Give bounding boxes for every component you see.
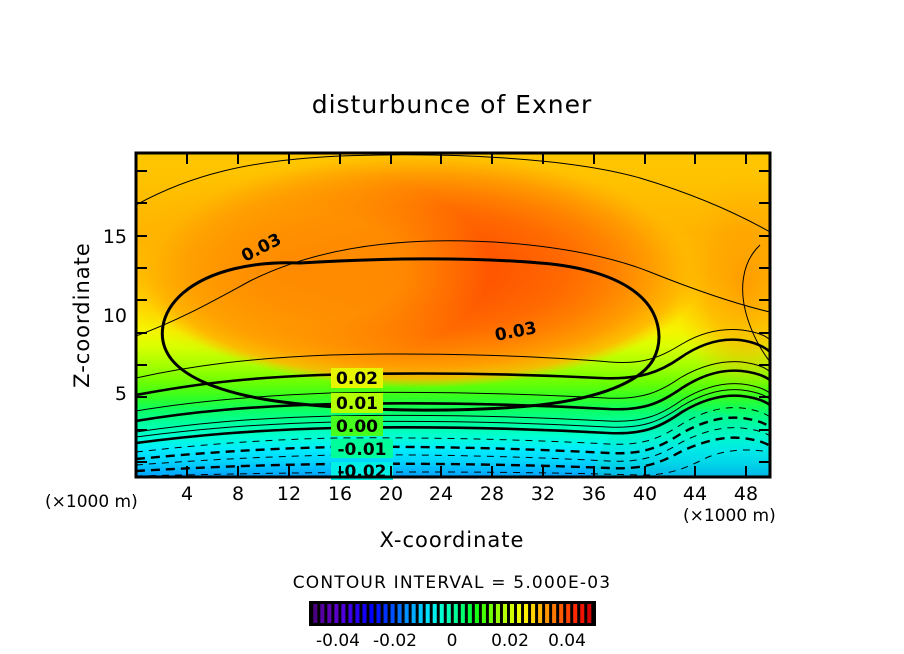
x-tick-label-32: 32 [531,483,555,505]
contour-line-0.00 [136,394,770,445]
colorbar-segment [502,604,508,623]
colorbar-segment [432,604,437,623]
colorbar-segment [341,604,346,623]
colorbar-segment [362,604,367,623]
colorbar-segment [552,604,557,623]
x-axis-title: X-coordinate [380,528,525,552]
colorbar-segment [369,604,374,623]
colorbar-segment [559,604,564,623]
colorbar-segment [531,604,536,623]
colorbar-segment [545,604,550,623]
x-tick-label-8: 8 [232,483,244,505]
contour-line-right-lobe [742,244,770,363]
contour-label--0.01: -0.01 [338,440,387,460]
y-tick-label-15: 15 [103,226,127,248]
colorbar-segment [376,604,381,623]
colorbar-segment [397,604,402,623]
x-axis-units-left: (×1000 m) [45,492,138,512]
colorbar-tick-labels: -0.04 -0.02 0 0.02 0.04 [316,631,586,651]
x-axis-units-right: (×1000 m) [683,506,776,526]
y-tick-label-5: 5 [115,383,127,405]
chart-title: disturbunce of Exner [312,90,593,119]
colorbar-segment [495,604,500,623]
colorbar-segment [327,604,332,623]
colorbar-segment [390,604,395,623]
colorbar-segment [587,604,592,623]
y-axis-ticks-right [759,170,770,463]
colorbar-segment [488,604,493,623]
colorbar-segments [313,604,592,623]
colorbar-segment [509,604,515,623]
contour-field [136,153,770,477]
colorbar-segment [460,604,465,623]
colorbar-tick-0: 0 [447,631,458,651]
colorbar-segment [348,604,353,623]
colorbar-tick-0.02: 0.02 [491,631,529,651]
colorbar-tick-0.04: 0.04 [548,631,586,651]
colorbar-segment [516,604,522,623]
x-tick-label-36: 36 [582,483,606,505]
x-tick-label-24: 24 [429,483,453,505]
colorbar-segment [474,604,479,623]
colorbar-segment [411,604,416,623]
colorbar-segment [313,604,318,623]
x-tick-label-48: 48 [734,483,758,505]
colorbar-segment [404,604,409,623]
contour-line-0.01 [136,369,770,423]
plot-frame [134,151,772,479]
contour-line-0.0075 [136,383,770,433]
colorbar-segment [439,604,444,623]
contour-interval-text: CONTOUR INTERVAL = 5.000E-03 [293,573,612,593]
contour-line-0.005 [136,389,770,438]
contour-label-0.01: 0.01 [336,394,378,414]
contour-line-0.02 [136,338,770,397]
x-axis-ticks-bottom [186,466,747,477]
x-tick-label-16: 16 [328,483,352,505]
x-tick-label-20: 20 [379,483,403,505]
x-tick-label-28: 28 [480,483,504,505]
contour-labels: 0.03 0.03 0.02 0.01 0.00 -0.01 -0.02 [238,230,538,482]
contour-lines [136,154,770,477]
y-tick-label-10: 10 [103,305,127,327]
contour-label-0.00: 0.00 [336,417,378,437]
contour-line--0.005 [136,407,770,453]
contour-label-0.02: 0.02 [336,369,378,389]
colorbar-segment [467,604,472,623]
colorbar-segment [566,604,571,623]
contour-line--0.01 [136,416,770,461]
colorbar-segment [573,604,578,623]
colorbar-tick--0.04: -0.04 [316,631,360,651]
contour-line--0.02 [136,436,770,473]
contour-line-0.0275 [136,240,770,337]
colorbar-segment [320,604,325,623]
colorbar-segment [383,604,388,623]
x-tick-labels: 4 8 12 16 20 24 28 32 36 40 44 48 [181,483,758,505]
colorbar-segment [425,604,430,623]
y-axis-ticks-left [136,170,147,463]
colorbar[interactable] [309,601,596,626]
contour-line-0.0175 [136,361,770,412]
y-axis-title: Z-coordinate [70,242,94,388]
contour-line-0.025 [136,154,770,233]
colorbar-segment [334,604,339,623]
x-tick-label-4: 4 [181,483,193,505]
colorbar-segment [481,604,486,623]
x-tick-label-44: 44 [683,483,707,505]
contour-line--0.015 [136,427,770,466]
colorbar-segment [418,604,423,623]
colorbar-segment [580,604,585,623]
colorbar-tick--0.02: -0.02 [373,631,417,651]
contour-label--0.02: -0.02 [338,462,387,482]
colorbar-segment [446,604,451,623]
contour-line-0.0225 [136,329,770,379]
colorbar-segment [538,604,543,623]
colorbar-segment [524,604,529,623]
contour-line--0.025 [136,449,770,477]
x-tick-label-40: 40 [633,483,657,505]
colorbar-segment [355,604,360,623]
x-axis-ticks-top [186,153,747,164]
x-tick-label-12: 12 [277,483,301,505]
colorbar-segment [453,604,458,623]
